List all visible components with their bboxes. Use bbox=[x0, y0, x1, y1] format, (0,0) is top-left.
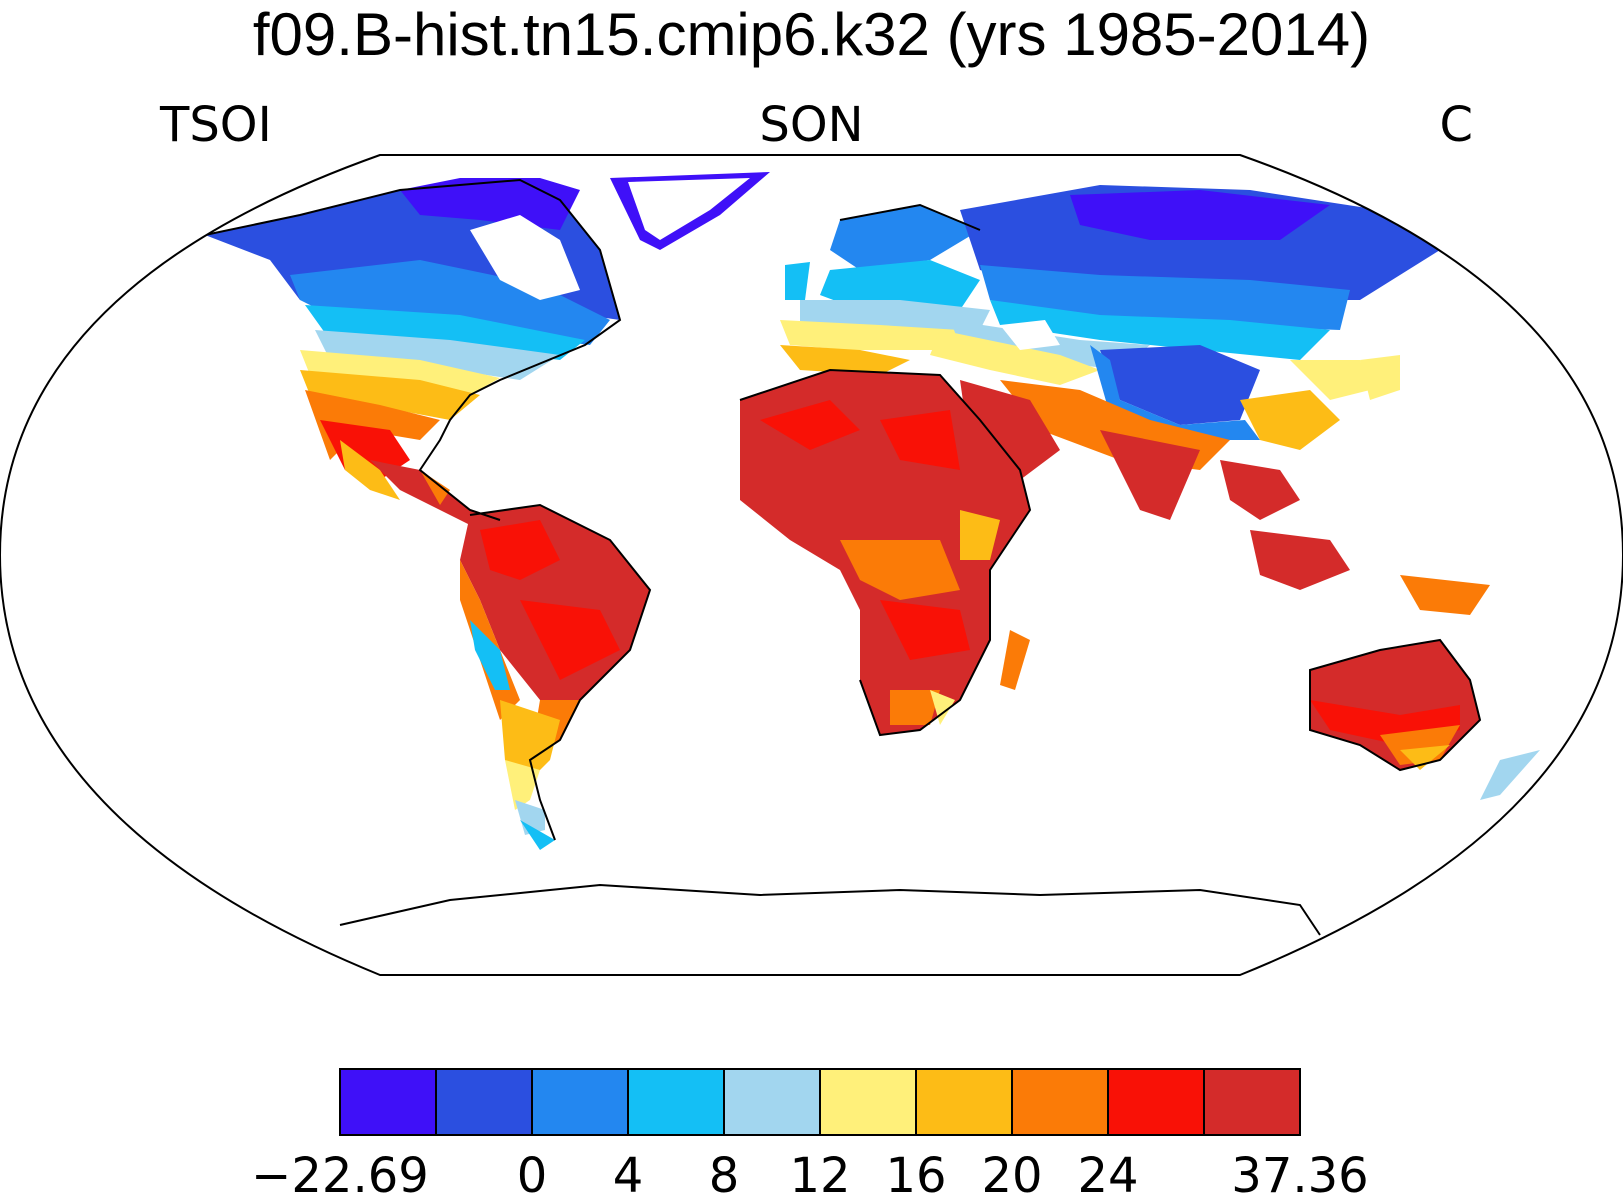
europe bbox=[780, 205, 990, 375]
colorbar-swatch-8 bbox=[1107, 1068, 1205, 1136]
colorbar-swatch-2 bbox=[531, 1068, 629, 1136]
colorbar-label: 20 bbox=[981, 1148, 1042, 1198]
units-label: C bbox=[1439, 97, 1473, 153]
map-title: f09.B-hist.tn15.cmip6.k32 (yrs 1985-2014… bbox=[252, 1, 1371, 68]
colorbar-swatch-3 bbox=[627, 1068, 725, 1136]
colorbar-swatch-5 bbox=[819, 1068, 917, 1136]
colorbar-swatch-6 bbox=[915, 1068, 1013, 1136]
map-boundary bbox=[0, 154, 1623, 976]
colorbar-label: 37.36 bbox=[1231, 1148, 1368, 1198]
colorbar-label: 4 bbox=[613, 1148, 644, 1198]
colorbar-label: 0 bbox=[517, 1148, 548, 1198]
variable-label: TSOI bbox=[160, 97, 272, 153]
colorbar-label: 8 bbox=[709, 1148, 740, 1198]
colorbar-swatch-4 bbox=[723, 1068, 821, 1136]
colorbar-label: 24 bbox=[1077, 1148, 1138, 1198]
australia bbox=[1310, 640, 1540, 800]
colorbar-label: 12 bbox=[789, 1148, 850, 1198]
africa bbox=[740, 370, 1030, 735]
colorbar-swatch-9 bbox=[1203, 1068, 1301, 1136]
colorbar-swatch-7 bbox=[1011, 1068, 1109, 1136]
coastlines bbox=[204, 178, 1482, 936]
colorbar-label: 16 bbox=[885, 1148, 946, 1198]
asia bbox=[930, 185, 1490, 615]
land-temperature-field bbox=[205, 172, 1540, 850]
colorbar-swatch-0 bbox=[339, 1068, 437, 1136]
colorbar-swatch-1 bbox=[435, 1068, 533, 1136]
colorbar-label: −22.69 bbox=[251, 1148, 429, 1198]
north-america bbox=[205, 178, 620, 530]
south-america bbox=[460, 505, 650, 850]
season-label: SON bbox=[759, 97, 864, 153]
